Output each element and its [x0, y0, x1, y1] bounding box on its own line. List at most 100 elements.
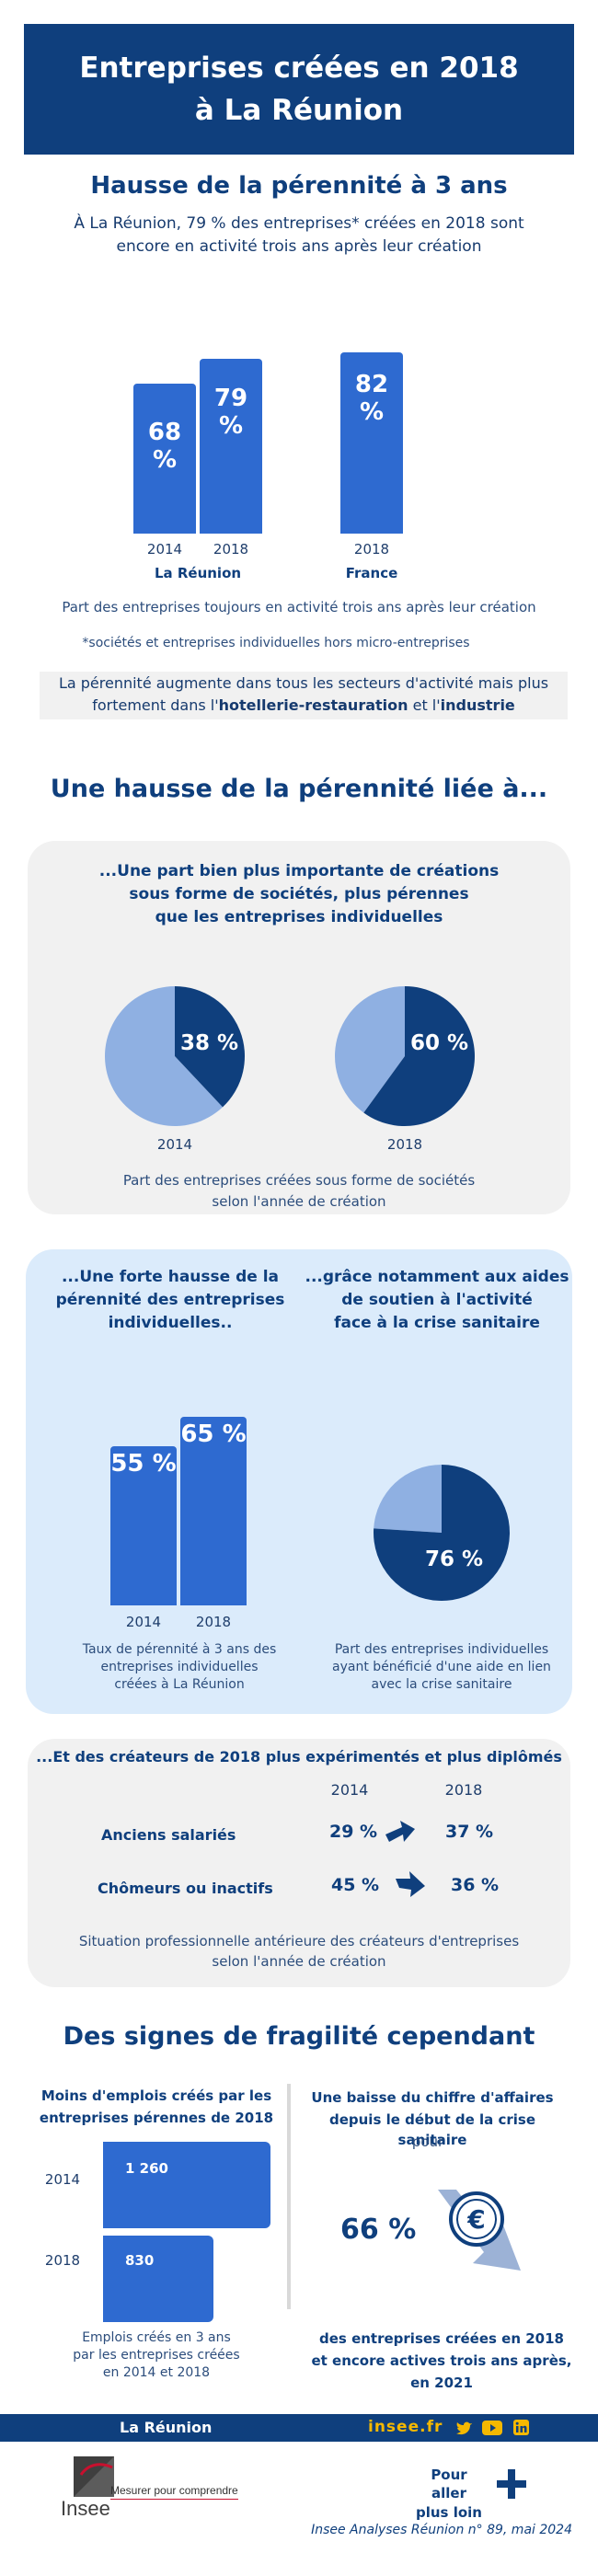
bar-france-2018: 82 % [340, 352, 403, 534]
section3-left-heading-line1: Moins d'emplois créés par les [40, 2087, 272, 2104]
insee-logo-text: Insee [61, 2497, 110, 2520]
more-info-line1: Pour aller [431, 2467, 467, 2502]
youtube-icon[interactable] [482, 2421, 502, 2435]
pie-2014-societies-slice [175, 986, 246, 1108]
box2-left-heading-line1: ...Une forte hausse de la [61, 1268, 280, 1286]
header-title-line1: Entreprises créées en 2018 [79, 52, 519, 85]
box2-right-caption-line3: avec la crise sanitaire [371, 1677, 512, 1692]
pie-2018-societies-slice [363, 986, 475, 1126]
pie-aid [374, 1465, 511, 1601]
hbar-2018: 830 [103, 2236, 213, 2322]
box1-heading-line3: que les entreprises individuelles [155, 908, 443, 926]
group-label-france: France [345, 565, 398, 581]
creators-profile-box [28, 1739, 570, 1987]
footer-region: La Réunion [120, 2419, 213, 2436]
box2-right-caption-line1: Part des entreprises individuelles [334, 1642, 549, 1657]
box3-caption-line2: selon l'année de création [212, 1953, 386, 1970]
twitter-icon[interactable] [456, 2421, 473, 2435]
pie-2014-other-slice [105, 986, 224, 1126]
pie-aid-label: 76 % [425, 1547, 484, 1571]
section3-right-heading-line1: Une baisse du chiffre d'affaires [311, 2089, 554, 2106]
axis-label-france-2018: 2018 [353, 541, 390, 558]
footer-site-link[interactable]: insee.fr [368, 2418, 443, 2436]
box3-col-2018: 2018 [444, 1781, 483, 1799]
pie-2014-label: 38 % [180, 1031, 239, 1055]
highlight-line2: fortement dans l'hotellerie-restauration… [40, 696, 568, 714]
bar-individual-2014: 55 % [110, 1446, 177, 1605]
box2-left-heading-line3: individuelles.. [108, 1314, 233, 1332]
publication-reference: Insee Analyses Réunion n° 89, mai 2024 [311, 2523, 572, 2537]
hbar-value-2018: 830 [125, 2252, 155, 2269]
highlight-box: La pérennité augmente dans tous les sect… [40, 672, 568, 719]
bar-reunion-2018: 79 % [200, 359, 262, 534]
row-employees-2018: 37 % [445, 1822, 494, 1842]
plus-icon[interactable] [497, 2469, 526, 2499]
box2-right-heading-line1: ...grâce notamment aux aides [305, 1268, 569, 1286]
chart1-caption: Part des entreprises toujours en activit… [62, 599, 536, 615]
linkedin-icon[interactable] [513, 2420, 529, 2435]
section3-divider [287, 2084, 291, 2309]
box2-left-heading-line2: pérennité des entreprises [55, 1291, 285, 1309]
section1-intro-line2: encore en activité trois ans après leur … [116, 237, 482, 256]
box3-col-2014: 2014 [330, 1781, 369, 1799]
section3-left-caption-line3: en 2014 et 2018 [102, 2365, 211, 2380]
bar-label-individual-2014: 55 % [110, 1450, 177, 1478]
header-banner: Entreprises créées en 2018 à La Réunion [24, 24, 574, 155]
header-title-line2: à La Réunion [194, 94, 404, 127]
pie-aid-other-slice [374, 1465, 442, 1533]
svg-text:€: € [466, 2204, 485, 2235]
bar-label-individual-2018: 65 % [180, 1420, 247, 1448]
more-info-line2: plus loin [416, 2503, 482, 2521]
bar-label-france-2018: 82 % [354, 371, 389, 426]
hbar-value-2014: 1 260 [125, 2160, 168, 2177]
section3-left-caption-line1: Emplois créés en 3 ans [82, 2330, 231, 2345]
individual-persistence-bar-chart: 55 % 65 % [109, 1362, 256, 1605]
pie-2018-label: 60 % [410, 1031, 469, 1055]
row-employees-2014: 29 % [329, 1822, 378, 1842]
row-label-employees: Anciens salariés [101, 1826, 236, 1844]
arrow-down-icon [396, 1871, 425, 1897]
section3-right-caption-line1: des entreprises créées en 2018 [319, 2330, 564, 2347]
box1-heading-line2: sous forme de sociétés, plus pérennes [129, 885, 469, 903]
section3-right-pour: pour [411, 2133, 444, 2150]
pie-2018 [334, 986, 475, 1126]
footer-bar: La Réunion insee.fr [0, 2414, 598, 2442]
persistence-bar-chart: 68 % 79 % 82 % [129, 304, 423, 534]
section1-title: Hausse de la pérennité à 3 ans [90, 172, 508, 200]
section3-left-caption-line2: par les entreprises créées [73, 2348, 240, 2363]
group-label-reunion: La Réunion [154, 565, 242, 581]
axis-label-ind-2018: 2018 [195, 1614, 232, 1630]
box2-left-caption-line2: entreprises individuelles [100, 1660, 259, 1674]
bar-individual-2018: 65 % [180, 1417, 247, 1605]
highlight-sector-hotel: hotellerie-restauration [218, 696, 408, 714]
highlight-line1: La pérennité augmente dans tous les sect… [58, 674, 549, 692]
more-info-link[interactable]: Pour aller plus loin [412, 2466, 486, 2522]
axis-label-2014: 2014 [146, 541, 183, 558]
bar-reunion-2014: 68 % [133, 384, 196, 534]
section2-title: Une hausse de la pérennité liée à... [50, 775, 548, 803]
row-label-unemployed: Chômeurs ou inactifs [98, 1880, 273, 1897]
box3-heading: ...Et des créateurs de 2018 plus expérim… [36, 1748, 562, 1765]
hbar-2014: 1 260 [103, 2142, 270, 2228]
axis-label-ind-2014: 2014 [125, 1614, 162, 1630]
box3-caption-line1: Situation professionnelle antérieure des… [78, 1933, 520, 1949]
box1-caption-line2: selon l'année de création [212, 1193, 386, 1210]
axis-label-2018: 2018 [213, 541, 249, 558]
section1-footnote: *sociétés et entreprises individuelles h… [82, 636, 470, 650]
euro-down-icon: € [438, 2190, 521, 2271]
pie-aid-main-slice [374, 1465, 511, 1601]
highlight-sector-industry: industrie [440, 696, 515, 714]
pie-2014 [105, 986, 246, 1126]
bar-label-reunion-2014: 68 % [147, 419, 182, 474]
hbar-label-2014: 2014 [44, 2171, 81, 2188]
hbar-label-2018: 2018 [44, 2252, 81, 2269]
box1-caption-line1: Part des entreprises créées sous forme d… [122, 1172, 476, 1189]
section3-right-caption-line2: et encore actives trois ans après, [311, 2352, 572, 2369]
bar-label-reunion-2018: 79 % [213, 385, 248, 440]
highlight-text-c: et l' [408, 696, 441, 714]
insee-logo-mark [74, 2456, 114, 2497]
box2-left-caption-line1: Taux de pérennité à 3 ans des [82, 1642, 277, 1657]
insee-tagline: Mesurer pour comprendre [110, 2484, 238, 2500]
highlight-text-a: fortement dans l' [92, 696, 219, 714]
box2-right-caption-line2: ayant bénéficié d'une aide en lien [332, 1660, 551, 1674]
